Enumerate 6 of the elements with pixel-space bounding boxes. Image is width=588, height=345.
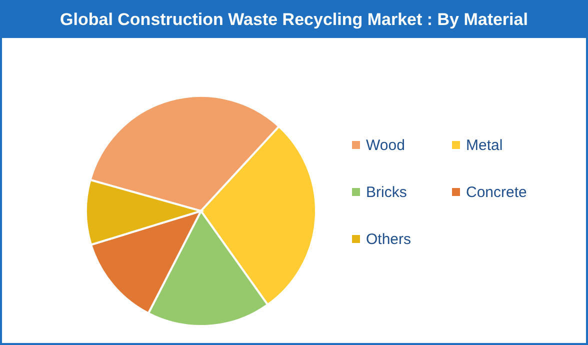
legend-label: Wood [366,136,405,154]
legend-label: Bricks [366,184,407,200]
legend-label: Others [366,230,412,248]
legend-label: Metal [466,136,503,154]
legend-label: Concrete [466,184,527,200]
chart-title: Global Construction Waste Recycling Market : By Material [2,2,586,38]
